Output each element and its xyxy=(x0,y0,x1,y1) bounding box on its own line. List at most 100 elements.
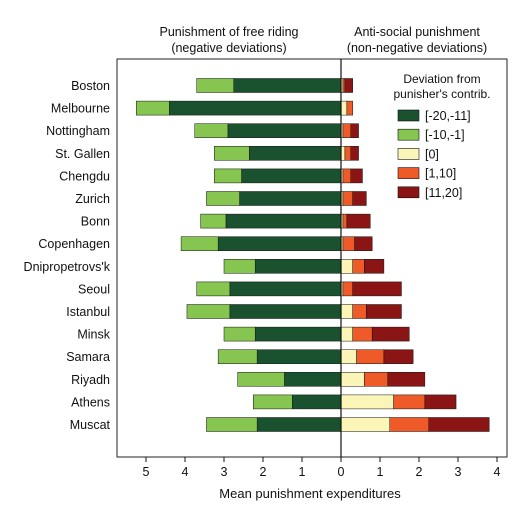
bar-melbourne-1-10 xyxy=(346,100,353,116)
legend-label-11-20: [11,20] xyxy=(425,186,462,200)
bar-chengdu-1-10 xyxy=(342,168,352,184)
header-right-line-2: (non-negative deviations) xyxy=(347,41,487,55)
bar-st-gallen-10-1 xyxy=(214,146,250,161)
bar-minsk-11-20 xyxy=(371,326,410,342)
plot-frame xyxy=(116,58,508,458)
bar-bonn-10-1 xyxy=(200,213,227,229)
x-axis-label: Mean punishment expenditures xyxy=(219,486,401,501)
bar-seoul-1-10 xyxy=(342,281,353,297)
category-label-nottingham: Nottingham xyxy=(46,124,110,138)
category-label-riyadh: Riyadh xyxy=(71,373,110,387)
legend-swatch-20-11 xyxy=(397,109,420,122)
bar-chengdu-11-20 xyxy=(350,168,363,184)
bar-athens-1-10 xyxy=(393,394,426,410)
bar-copenhagen-20-11 xyxy=(217,236,342,251)
category-label-dnipropetrovs-k: Dnipropetrovs'k xyxy=(24,260,111,274)
header-left: Punishment of free riding (negative devi… xyxy=(160,25,299,55)
bar-seoul-11-20 xyxy=(352,281,402,297)
bar-melbourne-10-1 xyxy=(136,100,170,116)
bar-boston-11-20 xyxy=(344,78,353,93)
bar-boston-10-1 xyxy=(196,78,234,93)
bar-zurich-1-10 xyxy=(342,191,353,206)
header-left-line-1: Punishment of free riding xyxy=(160,25,299,39)
bar-nottingham-11-20 xyxy=(350,123,359,138)
category-label-melbourne: Melbourne xyxy=(51,102,110,116)
legend-items: [-20,-11] [-10,-1] [0] [1,10] [11,20] xyxy=(397,109,471,200)
bar-copenhagen-1-10 xyxy=(342,236,355,251)
bar-zurich-20-11 xyxy=(239,191,342,206)
bar-seoul-10-1 xyxy=(196,281,231,297)
bar-samara-20-11 xyxy=(256,349,342,364)
x-tick-label-9: 4 xyxy=(494,465,501,479)
bar-dnipropetrovs-k-0 xyxy=(340,259,353,274)
bar-minsk-20-11 xyxy=(254,326,342,342)
x-tick-label-2: 3 xyxy=(221,465,228,479)
bar-athens-0 xyxy=(340,394,394,410)
bar-minsk-0 xyxy=(340,326,353,342)
bar-nottingham-20-11 xyxy=(227,123,342,138)
bar-samara-0 xyxy=(340,349,357,364)
bar-muscat-11-20 xyxy=(428,417,490,432)
bar-dnipropetrovs-k-10-1 xyxy=(223,259,256,274)
category-label-st-gallen: St. Gallen xyxy=(55,147,110,161)
bar-seoul-20-11 xyxy=(229,281,342,297)
category-labels: Boston Melbourne Nottingham St. Gallen Cheng… xyxy=(24,79,111,432)
legend-label-1-10: [1,10] xyxy=(425,167,456,181)
bar-riyadh-10-1 xyxy=(237,372,285,387)
category-label-muscat: Muscat xyxy=(70,418,111,432)
bar-dnipropetrovs-k-1-10 xyxy=(352,259,365,274)
header-right-line-1: Anti-social punishment xyxy=(354,25,480,39)
bar-melbourne-20-11 xyxy=(169,100,342,116)
bar-dnipropetrovs-k-11-20 xyxy=(364,259,385,274)
x-tick-label-7: 2 xyxy=(416,465,423,479)
category-label-bonn: Bonn xyxy=(81,215,110,229)
bar-dnipropetrovs-k-20-11 xyxy=(254,259,342,274)
x-tick-label-4: 1 xyxy=(299,465,306,479)
category-label-chengdu: Chengdu xyxy=(59,169,110,183)
x-tick-label-6: 1 xyxy=(377,465,384,479)
bar-bonn-11-20 xyxy=(346,213,371,229)
bar-copenhagen-10-1 xyxy=(180,236,219,251)
bar-st-gallen-1-10 xyxy=(344,146,351,161)
legend-swatch-0 xyxy=(397,148,420,160)
bar-riyadh-1-10 xyxy=(364,372,389,387)
x-tick-label-1: 4 xyxy=(182,465,189,479)
bar-athens-11-20 xyxy=(424,394,457,410)
bar-riyadh-20-11 xyxy=(284,372,342,387)
legend-label-0: [0] xyxy=(425,147,439,161)
legend-swatch-1-10 xyxy=(397,167,420,179)
x-tick-label-3: 2 xyxy=(260,465,267,479)
bar-chengdu-20-11 xyxy=(241,168,342,184)
bar-samara-1-10 xyxy=(356,349,385,364)
legend: Deviation from punisher's contrib. [-20,… xyxy=(393,72,490,200)
bar-bonn-20-11 xyxy=(225,213,342,229)
bar-samara-11-20 xyxy=(383,349,414,364)
legend-swatch-11-20 xyxy=(397,186,420,199)
category-label-seoul: Seoul xyxy=(78,282,110,296)
legend-label-10-1: [-10,-1] xyxy=(425,128,465,142)
category-label-athens: Athens xyxy=(71,395,110,409)
category-label-zurich: Zurich xyxy=(75,192,110,206)
legend-title-line-1: Deviation from xyxy=(403,72,480,86)
bar-minsk-1-10 xyxy=(352,326,373,342)
bar-st-gallen-20-11 xyxy=(249,146,342,161)
bar-riyadh-11-20 xyxy=(387,372,426,387)
bar-samara-10-1 xyxy=(217,349,258,364)
bar-athens-10-1 xyxy=(253,394,293,410)
bar-st-gallen-11-20 xyxy=(350,146,359,161)
x-tick-label-0: 5 xyxy=(143,465,150,479)
legend-swatch-10-1 xyxy=(397,128,420,141)
x-tick-label-5: 0 xyxy=(338,465,345,479)
bar-istanbul-20-11 xyxy=(229,304,342,319)
bar-nottingham-1-10 xyxy=(342,123,352,138)
bar-melbourne-0 xyxy=(340,100,348,116)
category-label-copenhagen: Copenhagen xyxy=(38,237,110,251)
bar-muscat-20-11 xyxy=(256,417,342,432)
x-axis-ticks: 5 4 3 2 1 0 1 2 3 4 xyxy=(143,457,501,479)
legend-title-line-2: punisher's contrib. xyxy=(393,87,490,101)
bar-istanbul-11-20 xyxy=(366,304,402,319)
bar-muscat-10-1 xyxy=(206,417,258,432)
bar-istanbul-1-10 xyxy=(352,304,367,319)
legend-label-20-11: [-20,-11] xyxy=(425,109,471,123)
